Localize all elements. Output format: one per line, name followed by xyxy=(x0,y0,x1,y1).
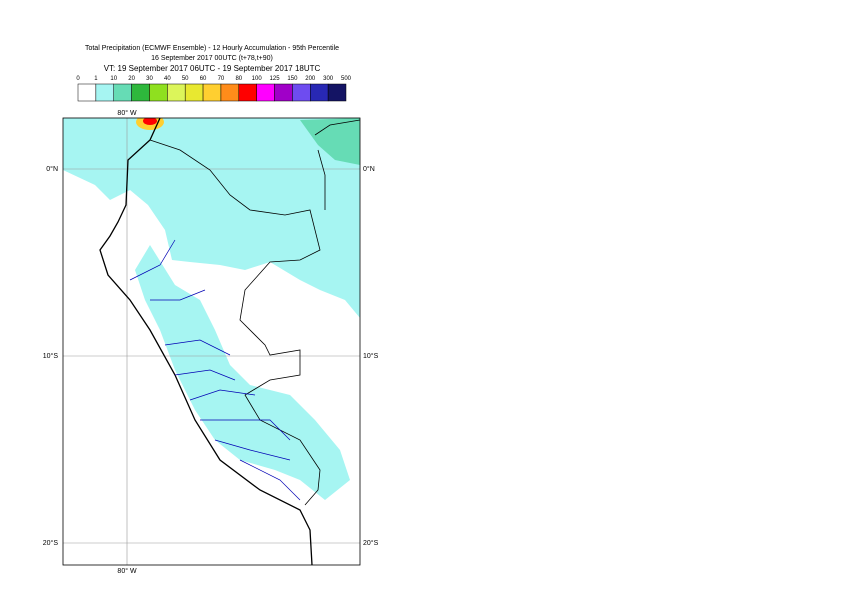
colorbar-label: 200 xyxy=(305,76,316,82)
map: 0°N 0°N 10°S 10°S 20°S 20°S 80° W 80° W xyxy=(43,109,379,575)
colorbar-label: 300 xyxy=(323,76,334,82)
lon-label: 80° W xyxy=(117,567,137,575)
region-border xyxy=(129,239,301,501)
colorbar-box xyxy=(256,83,275,102)
precip-area xyxy=(143,118,157,125)
precip-area xyxy=(300,118,360,165)
colorbar-box xyxy=(327,83,347,102)
colorbar-label: 10 xyxy=(110,76,117,82)
colorbar-box xyxy=(149,83,168,102)
precip-area xyxy=(135,245,350,500)
colorbar-box xyxy=(310,83,329,102)
map-frame xyxy=(62,117,361,566)
colorbar-label: 150 xyxy=(287,76,298,82)
lat-label: 20°S xyxy=(363,539,379,547)
colorbar-box xyxy=(220,83,240,102)
lat-label: 10°S xyxy=(43,352,59,360)
colorbar-box xyxy=(167,83,186,102)
colorbar-box xyxy=(113,83,132,102)
colorbar-label: 50 xyxy=(182,76,189,82)
colorbar-box xyxy=(77,83,97,102)
lat-label: 0°N xyxy=(363,165,375,173)
precip-area xyxy=(63,118,360,318)
colorbar-box xyxy=(184,83,204,102)
colorbar-label: 80 xyxy=(235,76,242,82)
colorbar-box xyxy=(292,83,311,102)
colorbar-label: 60 xyxy=(200,76,207,82)
title-line: VT: 19 September 2017 06UTC - 19 Septemb… xyxy=(104,64,321,73)
border xyxy=(314,119,360,210)
lon-label: 80° W xyxy=(117,109,137,117)
colorbar-box xyxy=(131,83,150,102)
colorbar-label: 40 xyxy=(164,76,171,82)
colorbar-box xyxy=(238,83,257,102)
colorbar-label: 70 xyxy=(218,76,225,82)
colorbar: 0 1 10 20 30 40 50 60 70 80 100 125 150 200 300 500 xyxy=(76,76,352,102)
coastline xyxy=(99,118,313,565)
title-line: 16 September 2017 00UTC (t+78,t+90) xyxy=(151,55,273,62)
colorbar-label: 20 xyxy=(128,76,135,82)
colorbar-box xyxy=(274,83,293,102)
colorbar-box xyxy=(202,83,222,102)
title-line: Total Precipitation (ECMWF Ensemble) - 1… xyxy=(85,45,339,52)
colorbar-box xyxy=(95,83,114,102)
colorbar-label: 125 xyxy=(270,76,281,82)
colorbar-label: 1 xyxy=(94,76,98,82)
colorbar-label: 30 xyxy=(146,76,153,82)
colorbar-label: 0 xyxy=(76,76,80,82)
lat-label: 20°S xyxy=(43,539,59,547)
colorbar-label: 500 xyxy=(341,76,352,82)
colorbar-label: 100 xyxy=(252,76,263,82)
lat-label: 0°N xyxy=(46,165,58,173)
lat-label: 10°S xyxy=(363,352,379,360)
border xyxy=(149,139,321,506)
